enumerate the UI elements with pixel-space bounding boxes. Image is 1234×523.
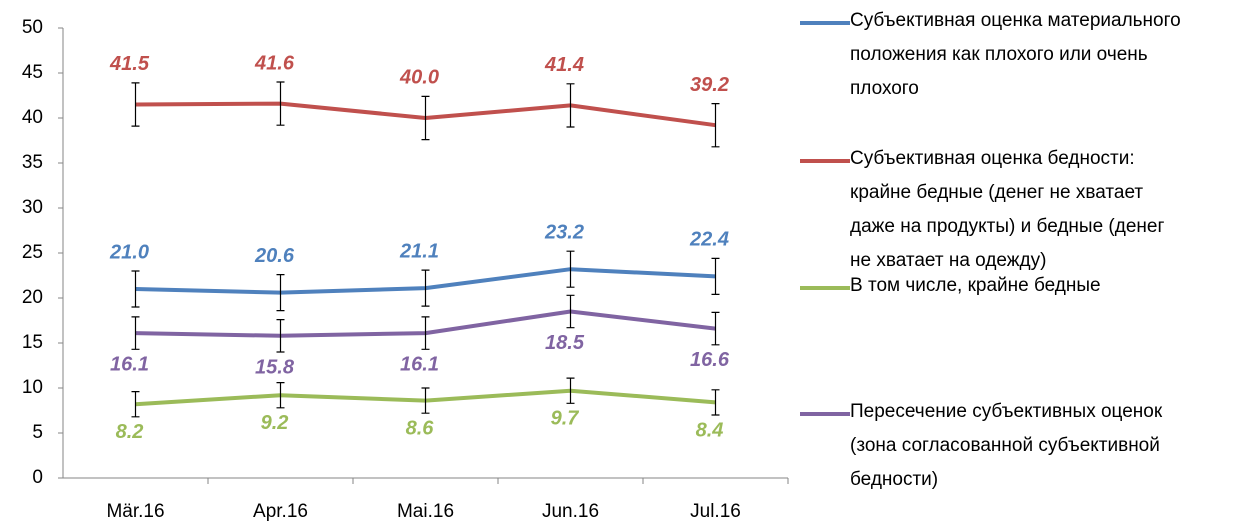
legend-item: Субъективная оценка бедности: крайне бед… — [800, 146, 1230, 278]
error-bar — [421, 95, 430, 141]
error-bar — [711, 257, 720, 295]
error-bar — [276, 274, 285, 312]
data-label: 21.1 — [399, 240, 439, 262]
data-label: 16.6 — [690, 349, 730, 371]
y-tick-label: 30 — [22, 197, 43, 218]
x-tick-label: Mai.16 — [397, 501, 454, 522]
data-label: 40.0 — [399, 67, 439, 89]
data-label: 22.4 — [689, 229, 729, 251]
y-tick-label: 50 — [22, 17, 43, 38]
error-bar — [711, 389, 720, 416]
x-tick-label: Mär.16 — [106, 501, 164, 522]
x-tick-label: Jul.16 — [690, 501, 741, 522]
error-bar — [131, 270, 140, 308]
legend-item: Субъективная оценка материального положе… — [800, 8, 1230, 106]
data-label: 15.8 — [255, 356, 295, 378]
data-label: 8.6 — [406, 417, 435, 439]
error-bar — [566, 250, 575, 288]
data-label: 8.2 — [116, 421, 144, 443]
legend-item: Пересечение субъективных оценок (зона со… — [800, 399, 1230, 497]
x-tick-label: Apr.16 — [253, 501, 308, 522]
data-label: 41.6 — [254, 52, 295, 74]
data-label: 16.1 — [400, 354, 439, 376]
error-bar — [566, 377, 575, 404]
error-bar — [276, 382, 285, 409]
data-label: 41.5 — [109, 53, 150, 75]
legend-label: Пересечение субъективных оценок (зона со… — [850, 401, 1163, 490]
y-tick-label: 0 — [32, 467, 43, 488]
data-label: 16.1 — [110, 354, 149, 376]
y-tick-label: 35 — [22, 152, 43, 173]
legend-item: В том числе, крайне бедные — [800, 273, 1230, 303]
data-label: 9.2 — [261, 412, 289, 434]
error-bar — [131, 391, 140, 418]
y-tick-label: 10 — [22, 377, 43, 398]
legend-label: Субъективная оценка бедности: крайне бед… — [850, 148, 1165, 271]
legend-swatch — [800, 21, 850, 25]
error-bar — [566, 83, 575, 128]
data-label: 39.2 — [690, 74, 729, 96]
error-bar — [421, 269, 430, 307]
y-tick-label: 45 — [22, 62, 43, 83]
data-label: 18.5 — [545, 332, 585, 354]
y-tick-label: 5 — [32, 422, 43, 443]
error-bar — [711, 103, 720, 148]
error-bar — [131, 316, 140, 350]
error-bar — [711, 311, 720, 346]
legend-swatch — [800, 286, 850, 290]
legend-swatch — [800, 412, 850, 416]
error-bar — [276, 319, 285, 353]
y-tick-label: 25 — [22, 242, 43, 263]
data-label: 21.0 — [109, 241, 149, 263]
error-bar — [566, 294, 575, 329]
legend-label: В том числе, крайне бедные — [850, 275, 1101, 296]
error-bar — [276, 81, 285, 126]
legend-label: Субъективная оценка материального положе… — [850, 10, 1181, 99]
data-label: 23.2 — [544, 221, 584, 243]
data-label: 41.4 — [544, 54, 584, 76]
error-bar — [131, 82, 140, 127]
y-tick-label: 20 — [22, 287, 43, 308]
data-label: 20.6 — [254, 245, 295, 267]
error-bar — [421, 387, 430, 414]
y-tick-label: 40 — [22, 107, 43, 128]
x-tick-label: Jun.16 — [542, 501, 599, 522]
data-label: 9.7 — [551, 408, 580, 430]
legend-swatch — [800, 159, 850, 163]
plot: 0 5 10 15 20 25 30 35 40 45 50 Mär.16 Apr.16 Mai.16 Ju… — [22, 17, 789, 522]
y-tick-label: 15 — [22, 332, 43, 353]
data-label: 8.4 — [696, 419, 724, 441]
error-bar — [421, 316, 430, 350]
